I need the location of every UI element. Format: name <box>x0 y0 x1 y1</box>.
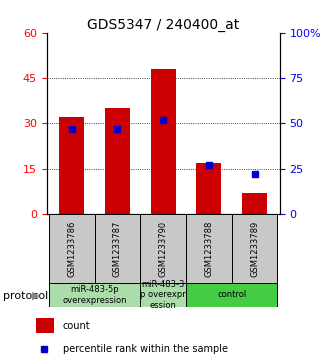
Bar <box>232 214 277 283</box>
Bar <box>196 163 221 214</box>
Text: control: control <box>217 290 246 299</box>
Text: GSM1233790: GSM1233790 <box>159 221 168 277</box>
Bar <box>151 69 176 214</box>
Text: GSM1233789: GSM1233789 <box>250 221 259 277</box>
Bar <box>105 108 130 214</box>
Bar <box>49 283 140 307</box>
Text: ▶: ▶ <box>32 291 40 301</box>
Bar <box>186 283 277 307</box>
Text: miR-483-3
p overexpr
ession: miR-483-3 p overexpr ession <box>140 280 186 310</box>
Text: GSM1233787: GSM1233787 <box>113 220 122 277</box>
Title: GDS5347 / 240400_at: GDS5347 / 240400_at <box>87 18 239 32</box>
Bar <box>49 214 95 283</box>
Bar <box>186 214 232 283</box>
Text: miR-483-5p
overexpression: miR-483-5p overexpression <box>62 285 127 305</box>
Text: count: count <box>63 321 90 331</box>
Bar <box>36 318 54 333</box>
Bar <box>59 117 84 214</box>
Text: GSM1233788: GSM1233788 <box>204 220 213 277</box>
Text: protocol: protocol <box>3 291 49 301</box>
Bar <box>140 214 186 283</box>
Bar <box>140 283 186 307</box>
Bar <box>95 214 140 283</box>
Bar <box>242 193 267 214</box>
Text: percentile rank within the sample: percentile rank within the sample <box>63 344 227 354</box>
Text: GSM1233786: GSM1233786 <box>67 220 76 277</box>
